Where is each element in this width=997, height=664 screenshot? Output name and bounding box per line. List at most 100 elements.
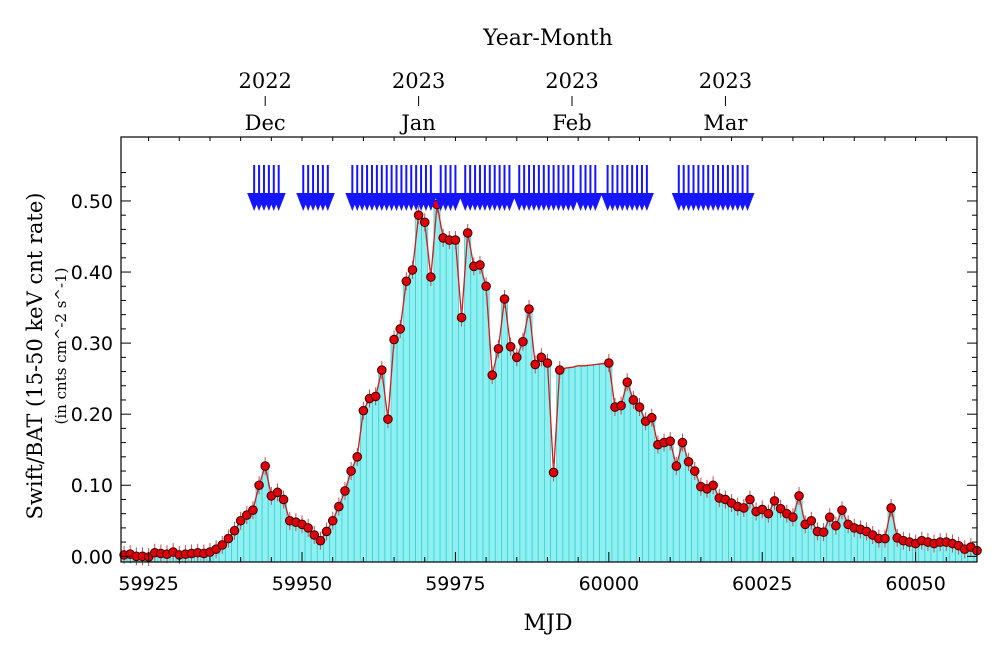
data-point [548, 467, 559, 478]
y-tick-label: 0.20 [71, 404, 113, 426]
data-point [554, 365, 565, 375]
data-point [530, 359, 540, 370]
observation-arrow-head [271, 193, 286, 211]
data-point [763, 508, 774, 519]
axes: 59925 59950 59975 60000 60025 60050 0.00 0.10 0.… [71, 69, 978, 595]
histogram-bar [586, 364, 594, 563]
y-axis-sublabel: (in cnts cm^-2 s^-1) [52, 268, 70, 425]
data-point [389, 334, 399, 345]
x-tick-label: 59950 [272, 573, 332, 595]
histogram-bar [261, 465, 269, 563]
data-point [334, 501, 344, 512]
observation-arrow-head [423, 193, 438, 211]
histogram-bar [409, 269, 416, 563]
histogram-bar [580, 365, 588, 563]
data-point [818, 527, 829, 537]
data-point [604, 358, 614, 368]
data-point [346, 466, 356, 476]
observation-arrow-head [320, 193, 335, 211]
data-point [493, 343, 504, 354]
data-point [499, 294, 510, 304]
histogram-bar [531, 364, 539, 563]
histogram-bar [396, 328, 404, 563]
data-point [352, 452, 363, 462]
x-tick-label: 60025 [732, 573, 792, 595]
histogram-bar [402, 280, 410, 563]
data-point [401, 276, 412, 287]
data-point [880, 533, 890, 544]
x-tick-label: 60000 [579, 573, 639, 595]
histogram-bar [267, 495, 275, 563]
data-point [303, 523, 313, 533]
observation-arrow-head [502, 193, 517, 211]
data-point [831, 520, 841, 531]
histogram-bar [366, 398, 373, 563]
data-point [677, 437, 688, 448]
data-point [524, 304, 534, 314]
histogram-bar [642, 420, 650, 563]
histogram-bar [574, 365, 582, 563]
histogram-bar [629, 399, 637, 563]
data-point [340, 486, 350, 496]
histogram-bar [341, 490, 349, 563]
x-tick-label: 59925 [118, 573, 178, 595]
data-point [487, 370, 498, 380]
data-point [616, 400, 626, 411]
y-tick-label: 0.50 [71, 191, 113, 213]
histogram-bar [617, 405, 625, 563]
data-point [886, 503, 896, 513]
data-point [229, 525, 240, 536]
histogram-bar [715, 497, 723, 563]
data-point [622, 377, 633, 387]
histogram-bar [611, 406, 619, 563]
data-point [536, 352, 547, 363]
histogram-bar [562, 367, 570, 563]
data-point [628, 395, 639, 405]
top-axis-month-label: Dec [245, 111, 286, 135]
histogram-bar [415, 214, 423, 563]
data-point [321, 526, 332, 537]
data-point [689, 466, 700, 476]
histogram-bar [648, 417, 656, 563]
histogram-bar [451, 239, 459, 563]
observation-arrow-head [740, 193, 755, 211]
histogram-bar [519, 341, 527, 563]
data-point [327, 515, 338, 526]
data-point [235, 515, 246, 526]
histogram-bar [347, 470, 355, 563]
histogram-bar [439, 237, 447, 563]
data-point [542, 358, 553, 368]
histogram-bar [501, 298, 508, 563]
data-point [824, 512, 835, 523]
histogram-bar [488, 374, 496, 563]
data-point [481, 281, 491, 292]
data-point [217, 540, 228, 550]
data-point [739, 503, 749, 513]
histogram-bar [666, 440, 674, 563]
data-point [837, 505, 847, 515]
top-axis-month-label: Jan [399, 111, 435, 135]
observation-arrow-head [639, 193, 654, 211]
histogram-bar [721, 499, 729, 563]
data-point [260, 461, 271, 471]
top-axis-month-label: Mar [703, 111, 748, 135]
histogram-bar [605, 362, 613, 563]
data-point [462, 228, 473, 238]
histogram-bar [654, 444, 662, 563]
data-point [665, 436, 675, 446]
data-point [278, 494, 289, 505]
histogram-bar [660, 442, 668, 563]
x-tick-label: 60050 [885, 573, 945, 595]
histogram-bar [703, 488, 711, 563]
data-point [376, 365, 387, 375]
data-point [223, 533, 234, 544]
data-point [450, 235, 461, 245]
data-point [475, 260, 485, 270]
histogram-bar [599, 363, 607, 563]
histogram-bar [623, 381, 631, 563]
data-point [683, 456, 694, 467]
data-point [769, 496, 780, 506]
data-point [646, 412, 657, 423]
histogram-bar [464, 232, 472, 563]
